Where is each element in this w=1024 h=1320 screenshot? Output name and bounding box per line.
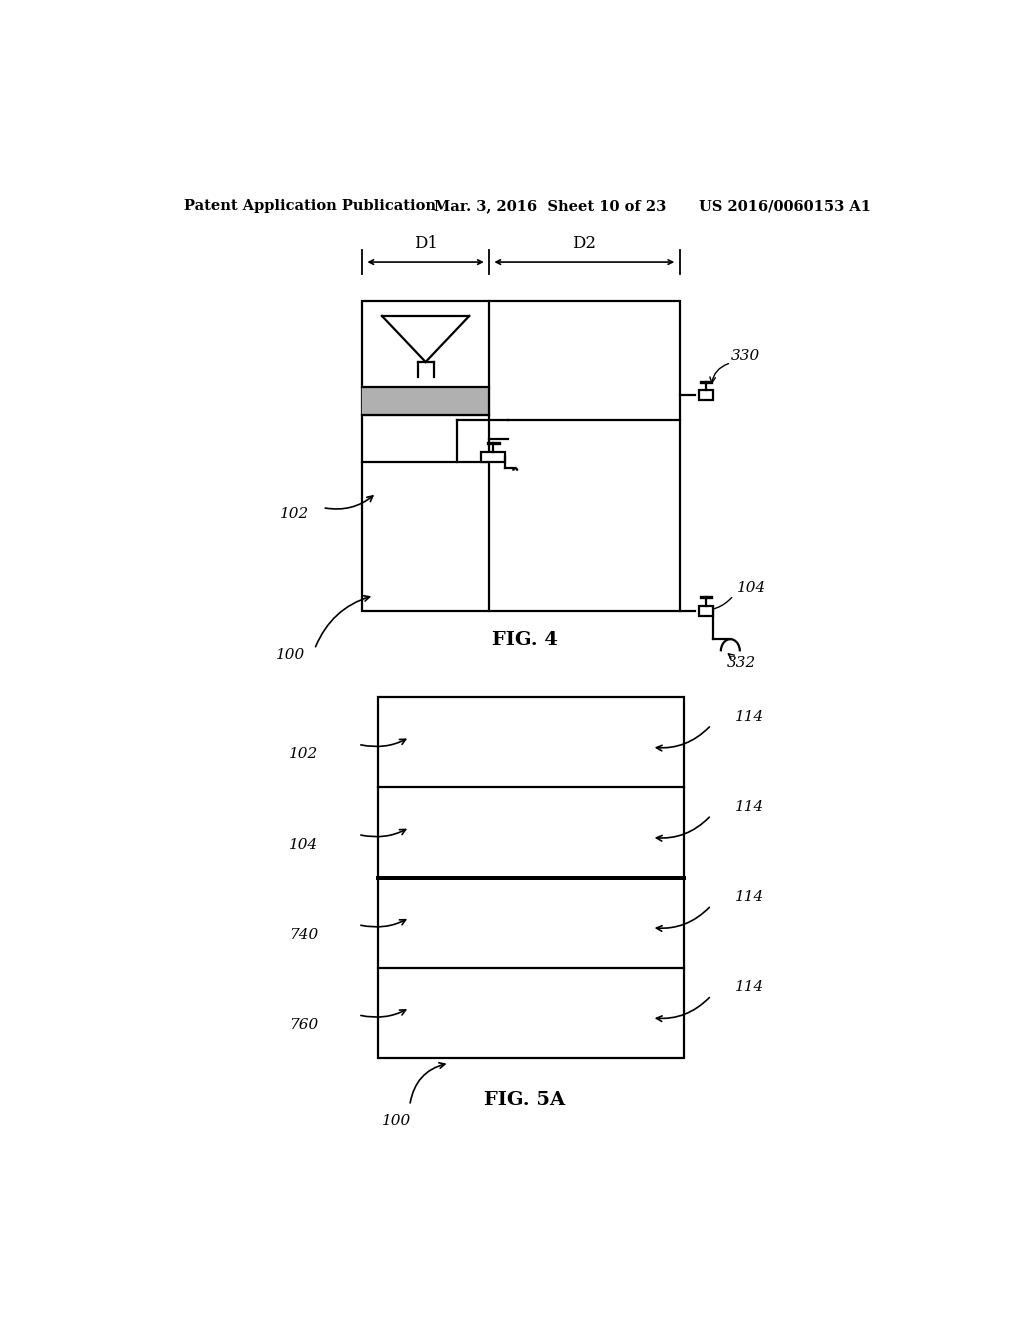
Text: 760: 760 <box>289 1018 318 1032</box>
Text: 114: 114 <box>735 890 764 904</box>
Text: 102: 102 <box>280 507 309 520</box>
Text: Patent Application Publication: Patent Application Publication <box>183 199 435 213</box>
Text: 102: 102 <box>289 747 318 762</box>
Text: 114: 114 <box>735 800 764 814</box>
Text: 332: 332 <box>727 656 757 669</box>
Bar <box>481 451 505 462</box>
Text: 114: 114 <box>735 981 764 994</box>
Text: FIG. 4: FIG. 4 <box>492 631 558 649</box>
Text: 100: 100 <box>276 648 305 663</box>
Bar <box>698 391 713 400</box>
Text: D2: D2 <box>572 235 596 252</box>
Text: FIG. 5A: FIG. 5A <box>484 1092 565 1109</box>
Bar <box>378 697 684 1057</box>
Text: 100: 100 <box>382 1114 412 1127</box>
Text: D1: D1 <box>414 235 437 252</box>
Bar <box>362 301 680 611</box>
Text: 330: 330 <box>731 348 761 363</box>
Text: 740: 740 <box>289 928 318 941</box>
Text: Mar. 3, 2016  Sheet 10 of 23: Mar. 3, 2016 Sheet 10 of 23 <box>433 199 666 213</box>
Bar <box>698 606 713 615</box>
Text: 104: 104 <box>289 838 318 851</box>
Text: 104: 104 <box>736 581 766 595</box>
Text: 114: 114 <box>735 710 764 723</box>
Text: US 2016/0060153 A1: US 2016/0060153 A1 <box>699 199 871 213</box>
